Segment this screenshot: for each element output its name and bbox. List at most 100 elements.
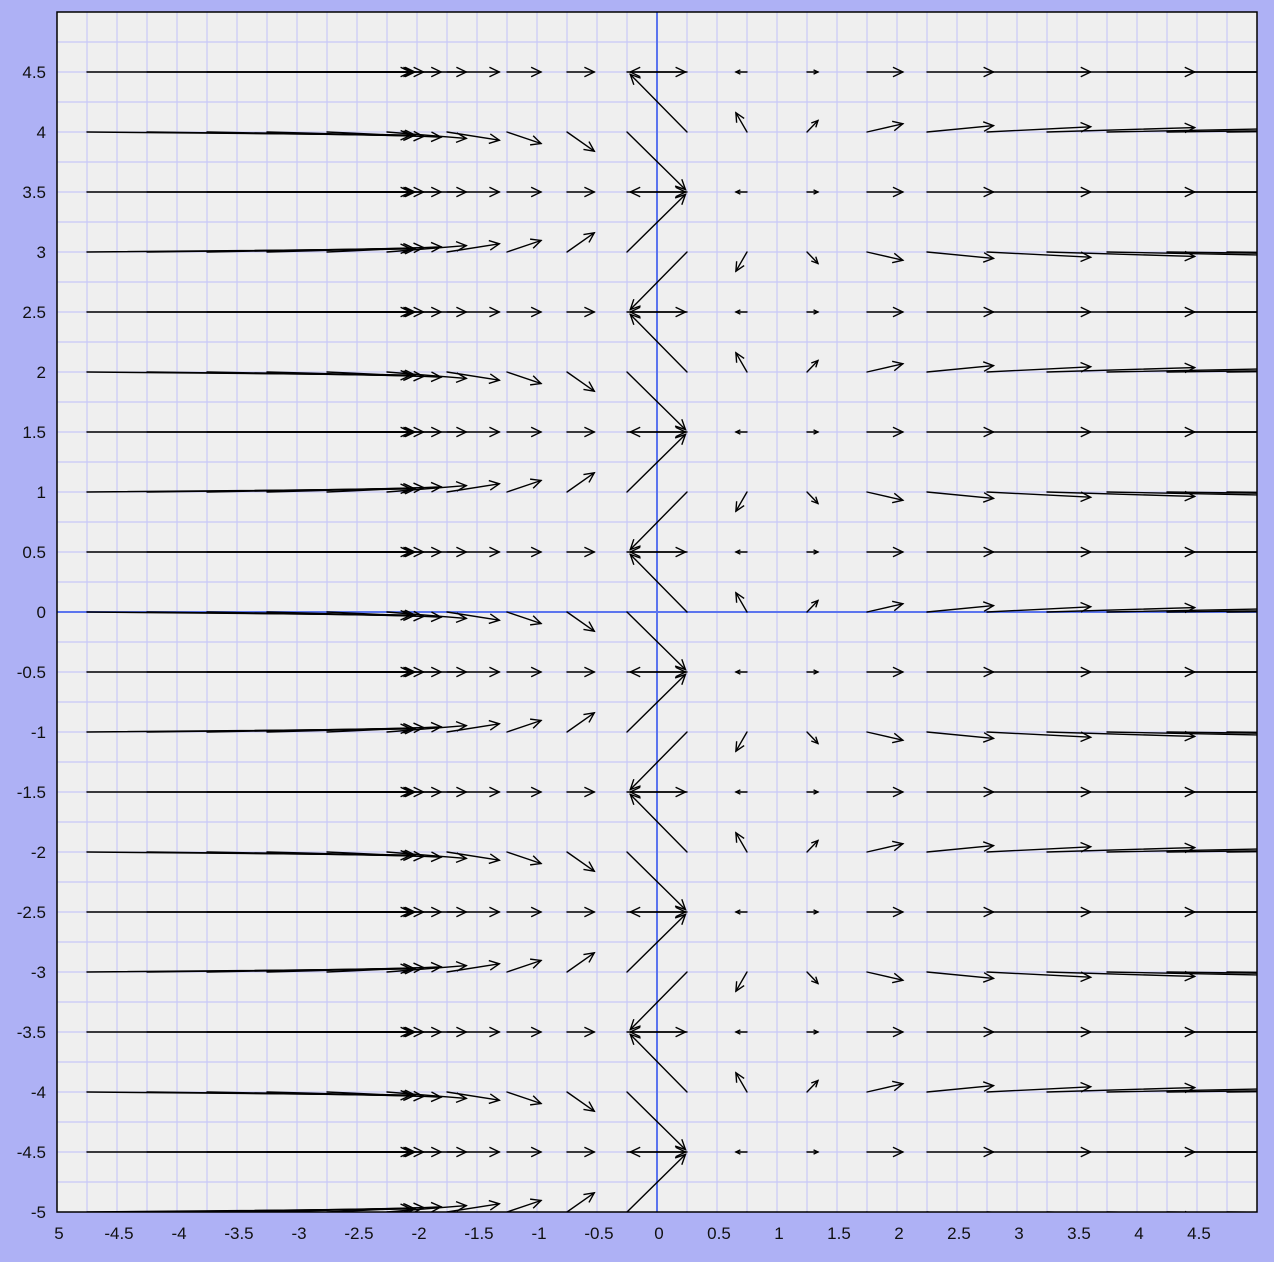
vector-arrow xyxy=(866,546,905,558)
vector-arrow xyxy=(566,131,596,153)
vector-arrow xyxy=(1106,608,1257,613)
vector-arrow xyxy=(506,611,543,626)
y-tick-label: -2 xyxy=(31,843,46,862)
vector-arrow xyxy=(629,73,688,133)
vector-arrow xyxy=(1106,971,1257,976)
y-tick-label: 3 xyxy=(37,243,46,262)
vector-arrow xyxy=(506,958,543,973)
vector-arrow xyxy=(566,1191,596,1212)
vector-arrow xyxy=(506,238,543,253)
vector-arrow xyxy=(1166,610,1257,613)
vector-arrow xyxy=(326,721,443,733)
vector-arrow xyxy=(628,546,688,558)
x-tick-label: -0.5 xyxy=(584,1224,613,1243)
x-tick-label: -3 xyxy=(291,1224,306,1243)
vector-arrow xyxy=(506,186,543,198)
vector-arrow xyxy=(1106,251,1257,256)
x-tick-label: 4.5 xyxy=(1187,1224,1211,1243)
vector-arrow xyxy=(1166,1090,1257,1093)
y-tick-label: 0.5 xyxy=(22,543,46,562)
vector-arrow xyxy=(734,549,748,555)
vector-arrow xyxy=(806,599,820,613)
x-tick-label: -3.5 xyxy=(224,1224,253,1243)
vector-arrow xyxy=(628,186,688,198)
vector-arrow xyxy=(1166,791,1257,793)
vector-arrow xyxy=(506,906,543,918)
vector-arrow xyxy=(735,111,748,133)
x-tick-label: -2.5 xyxy=(344,1224,373,1243)
vector-arrow xyxy=(506,1198,543,1212)
vector-arrow xyxy=(446,239,501,253)
vector-arrow xyxy=(734,1149,748,1155)
vector-arrow xyxy=(506,1026,543,1038)
y-tick-label: 0 xyxy=(37,603,46,622)
y-tick-label: -1 xyxy=(31,723,46,742)
vector-arrow xyxy=(446,186,501,198)
vector-arrow xyxy=(806,731,820,745)
y-tick-label: -4 xyxy=(31,1083,46,1102)
x-tick-label: 4 xyxy=(1134,1224,1143,1243)
vector-arrow xyxy=(735,251,748,273)
vector-arrow xyxy=(1106,368,1257,373)
vector-arrow xyxy=(806,1211,808,1212)
vector-arrow xyxy=(1166,370,1257,373)
vector-arrow xyxy=(446,66,501,78)
x-tick-label: -1.5 xyxy=(464,1224,493,1243)
y-tick-label: 2 xyxy=(37,363,46,382)
vector-arrow xyxy=(566,426,596,438)
x-tick-label: 0 xyxy=(654,1224,663,1243)
vector-arrow xyxy=(566,66,596,78)
vector-arrow xyxy=(866,731,905,744)
vector-arrow xyxy=(746,1211,748,1212)
vector-arrow xyxy=(566,306,596,318)
vector-arrow xyxy=(446,479,501,493)
vector-arrow xyxy=(446,1026,501,1038)
vector-arrow xyxy=(566,1026,596,1038)
vector-arrow xyxy=(446,1199,501,1212)
vector-arrow xyxy=(1166,731,1257,734)
x-tick-label: 3 xyxy=(1014,1224,1023,1243)
vector-arrow xyxy=(866,66,905,78)
vector-arrow xyxy=(734,189,748,195)
vector-arrow xyxy=(628,1146,688,1158)
vector-arrow xyxy=(735,831,748,853)
x-tick-label: -1 xyxy=(531,1224,546,1243)
vector-arrow xyxy=(1166,971,1257,974)
vector-arrow xyxy=(866,360,905,373)
y-tick-label: 3.5 xyxy=(22,183,46,202)
vector-arrow xyxy=(866,1146,905,1158)
vector-arrow xyxy=(735,971,748,993)
vector-arrow xyxy=(1106,128,1257,133)
vector-arrow xyxy=(566,1091,596,1113)
vector-arrow xyxy=(628,666,688,678)
vector-arrow xyxy=(806,669,820,675)
vector-arrow xyxy=(806,429,820,435)
y-tick-label: -4.5 xyxy=(17,1143,46,1162)
vector-arrow xyxy=(806,549,820,555)
vector-arrow xyxy=(628,426,688,438)
vector-arrow xyxy=(735,351,748,373)
vector-arrow xyxy=(626,1153,687,1212)
vector-arrow xyxy=(446,786,501,798)
y-tick-label: -3.5 xyxy=(17,1023,46,1042)
vector-arrow xyxy=(446,306,501,318)
vector-arrow xyxy=(626,673,687,733)
vector-arrow xyxy=(566,906,596,918)
y-tick-label: -0.5 xyxy=(17,663,46,682)
vector-arrow xyxy=(628,906,688,918)
vector-arrow xyxy=(806,309,820,315)
vector-arrow xyxy=(1106,731,1257,736)
vector-arrow xyxy=(629,313,688,373)
vector-arrow xyxy=(1166,1151,1257,1153)
vector-arrow xyxy=(566,371,596,393)
vector-arrow xyxy=(1166,130,1257,133)
vector-arrow xyxy=(628,66,688,78)
vector-arrow xyxy=(326,961,443,973)
vector-arrow xyxy=(926,841,996,853)
vector-arrow xyxy=(806,491,820,505)
vector-arrow xyxy=(326,131,443,143)
vector-arrow xyxy=(446,959,501,973)
vector-arrow xyxy=(1106,491,1257,496)
x-tick-label: 1 xyxy=(774,1224,783,1243)
